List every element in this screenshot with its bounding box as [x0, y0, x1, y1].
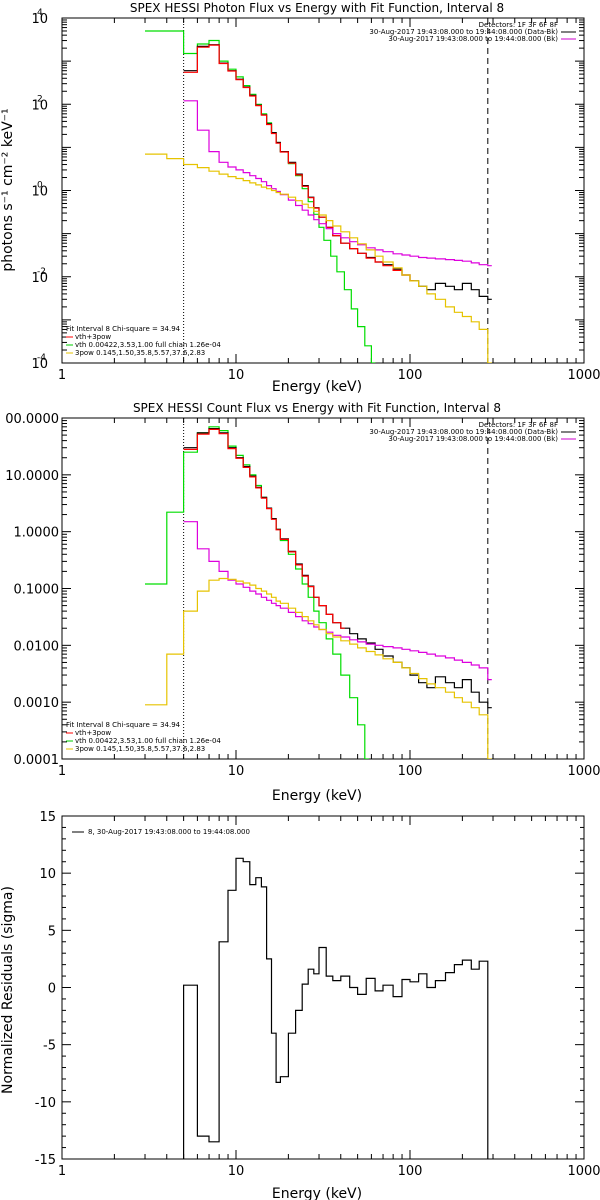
- y-tick-exponent: -4: [37, 353, 46, 363]
- header-text: Detectors: 1F 3F 6F 8F: [479, 421, 558, 429]
- y-tick-exponent: 4: [37, 8, 43, 18]
- legend-label: 8, 30-Aug-2017 19:43:08.000 to 19:44:08.…: [88, 828, 250, 836]
- x-axis-label: Energy (keV): [272, 788, 362, 804]
- series-line: [145, 30, 376, 363]
- y-tick-exponent: 0: [37, 181, 43, 191]
- y-tick-label: 10: [31, 271, 48, 286]
- legend-label: 3pow 0.145,1.50,35.8,5.57,37.6,2.83: [75, 745, 205, 753]
- chart-title: SPEX HESSI Count Flux vs Energy with Fit…: [133, 401, 501, 415]
- plot-frame: [61, 417, 585, 760]
- y-tick-label: 10: [31, 185, 48, 200]
- series-line: [183, 428, 492, 709]
- y-tick-label: 10: [39, 867, 56, 882]
- legend-label: vth+3pow: [75, 333, 111, 341]
- legend-label: Fit Interval 8 Chi-square = 34.94: [66, 325, 181, 333]
- x-tick-label: 1: [58, 764, 66, 779]
- y-tick-label: 5: [48, 924, 56, 939]
- y-tick-label: 10.0000: [5, 469, 59, 484]
- y-axis-label: photons s⁻¹ cm⁻² keV⁻¹: [0, 108, 16, 271]
- plot-frame: [61, 17, 585, 364]
- header-text: 30-Aug-2017 19:43:08.000 to 19:44:08.000…: [388, 435, 558, 443]
- series-line: [183, 44, 492, 300]
- legend-label: vth 0.00422,3.53,1.00 full chian 1.26e-0…: [75, 341, 221, 349]
- header-text: 30-Aug-2017 19:43:08.000 to 19:44:08.000…: [388, 35, 558, 43]
- x-tick-label: 1000: [567, 764, 600, 779]
- y-tick-exponent: 2: [37, 94, 43, 104]
- x-tick-label: 1000: [567, 1164, 600, 1179]
- y-tick-label: 15: [39, 810, 56, 825]
- x-tick-label: 10: [228, 764, 245, 779]
- x-tick-label: 1000: [567, 368, 600, 383]
- x-axis-label: Energy (keV): [272, 379, 362, 395]
- series-line: [145, 426, 369, 759]
- y-tick-label: 10: [31, 12, 48, 27]
- y-tick-label: 10: [31, 357, 48, 372]
- x-axis-label: Energy (keV): [272, 1186, 362, 1200]
- y-tick-label: 10: [31, 98, 48, 113]
- y-tick-label: -15: [35, 1153, 56, 1168]
- x-tick-label: 100: [398, 764, 423, 779]
- y-tick-label: 0.1000: [14, 583, 60, 598]
- series-line: [183, 521, 492, 681]
- series-line: [183, 428, 345, 629]
- count-flux-plot: 1 10 100 1000 00.0000 10.0000 1.0000 0.1000 0.01…: [5, 412, 600, 779]
- legend-label: Fit Interval 8 Chi-square = 34.94: [66, 721, 181, 729]
- x-tick-label: 100: [398, 1164, 423, 1179]
- legend-label: 3pow 0.145,1.50,35.8,5.57,37.6,2.83: [75, 349, 205, 357]
- x-tick-label: 10: [228, 1164, 245, 1179]
- series-line: [183, 857, 489, 1159]
- series-line: [183, 100, 492, 267]
- y-tick-exponent: -2: [37, 267, 46, 277]
- y-axis-label: Normalized Residuals (sigma): [0, 886, 16, 1094]
- x-tick-label: 10: [228, 368, 245, 383]
- y-tick-label: 0.0100: [14, 639, 60, 654]
- y-tick-label: 0.0001: [14, 753, 60, 768]
- y-tick-label: 0: [48, 982, 56, 997]
- y-tick-label: -5: [43, 1039, 56, 1054]
- legend-label: vth 0.00422,3.53,1.00 full chian 1.26e-0…: [75, 737, 221, 745]
- header-text: 30-Aug-2017 19:43:08.000 to 19:44:08.000…: [369, 28, 558, 36]
- chart-title: SPEX HESSI Photon Flux vs Energy with Fi…: [130, 1, 504, 15]
- y-tick-label: 0.0010: [14, 696, 60, 711]
- residuals-plot: 1 10 100 1000 15 10 5 0 -5 -10 -15 8, 30-Aug-2017 1…: [35, 810, 600, 1179]
- x-tick-label: 1: [58, 368, 66, 383]
- legend-label: vth+3pow: [75, 729, 111, 737]
- header-text: 30-Aug-2017 19:43:08.000 to 19:44:08.000…: [369, 428, 558, 436]
- series-line: [183, 44, 414, 282]
- x-tick-label: 100: [398, 368, 423, 383]
- header-text: Detectors: 1F 3F 6F 8F: [479, 21, 558, 29]
- y-tick-label: -10: [35, 1096, 56, 1111]
- series-line: [145, 577, 492, 759]
- y-tick-label: 00.0000: [5, 412, 59, 427]
- plot-frame: [61, 815, 585, 1160]
- series-line: [145, 153, 492, 363]
- y-tick-label: 1.0000: [14, 526, 60, 541]
- x-tick-label: 1: [58, 1164, 66, 1179]
